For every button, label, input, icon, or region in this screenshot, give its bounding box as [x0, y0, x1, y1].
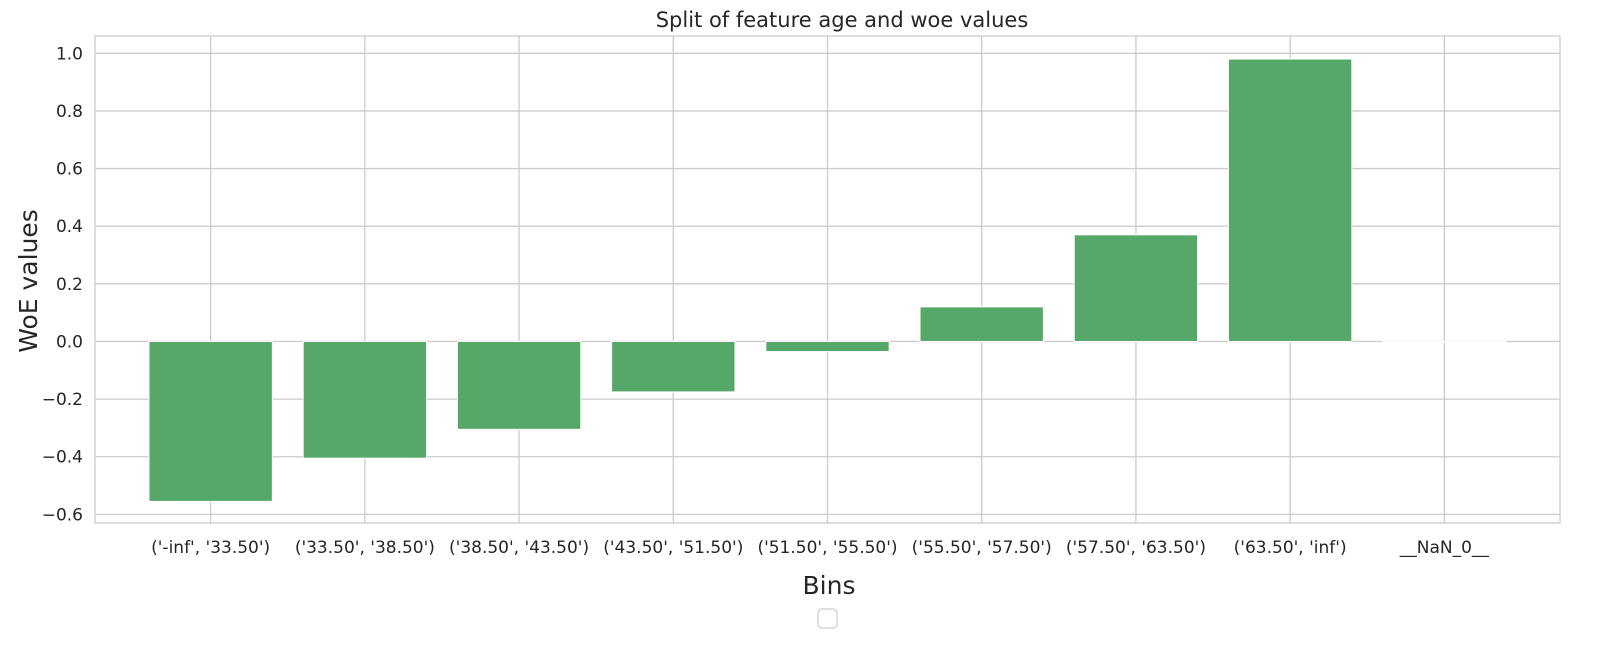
x-axis-label: Bins: [803, 571, 856, 600]
y-tick-label: 0.4: [56, 217, 83, 237]
bar: [611, 340, 736, 393]
bar: [919, 306, 1044, 342]
chart-title: Split of feature age and woe values: [656, 8, 1029, 32]
bar: [302, 340, 428, 459]
y-tick-label: −0.6: [42, 505, 83, 525]
legend-box: [817, 608, 838, 629]
y-tick-label: 1.0: [56, 44, 83, 64]
y-tick-label: 0.2: [56, 275, 83, 295]
x-tick-label: __NaN_0__: [1399, 538, 1490, 558]
y-tick-label: −0.4: [42, 448, 83, 468]
x-tick-label: ('38.50', '43.50'): [449, 538, 589, 558]
x-tick-label: ('-inf', '33.50'): [151, 538, 270, 558]
bar: [1382, 340, 1507, 343]
y-tick-labels: −0.6 −0.4 −0.2 0.0 0.2 0.4 0.6 0.8 1.0: [42, 44, 83, 525]
bar: [456, 340, 582, 430]
x-tick-labels: ('-inf', '33.50') ('33.50', '38.50') ('38.…: [151, 538, 1489, 558]
bar: [1073, 234, 1199, 342]
x-tick-label: ('57.50', '63.50'): [1066, 538, 1206, 558]
x-tick-label: ('33.50', '38.50'): [295, 538, 435, 558]
y-axis-label: WoE values: [14, 209, 43, 353]
y-tick-label: 0.8: [56, 102, 83, 122]
grid-layer: [95, 36, 1560, 523]
y-tick-label: −0.2: [42, 390, 83, 410]
y-tick-label: 0.0: [56, 332, 83, 352]
bar: [148, 340, 273, 502]
y-tick-label: 0.6: [56, 160, 83, 180]
x-tick-label: ('51.50', '55.50'): [757, 538, 897, 558]
plot-frame: [94, 35, 1561, 524]
bar: [1227, 58, 1353, 342]
x-tick-label: ('63.50', 'inf'): [1234, 538, 1347, 558]
bars-layer: [148, 58, 1507, 502]
bar: [765, 340, 890, 353]
x-tick-label: ('55.50', '57.50'): [912, 538, 1052, 558]
x-tick-label: ('43.50', '51.50'): [603, 538, 743, 558]
